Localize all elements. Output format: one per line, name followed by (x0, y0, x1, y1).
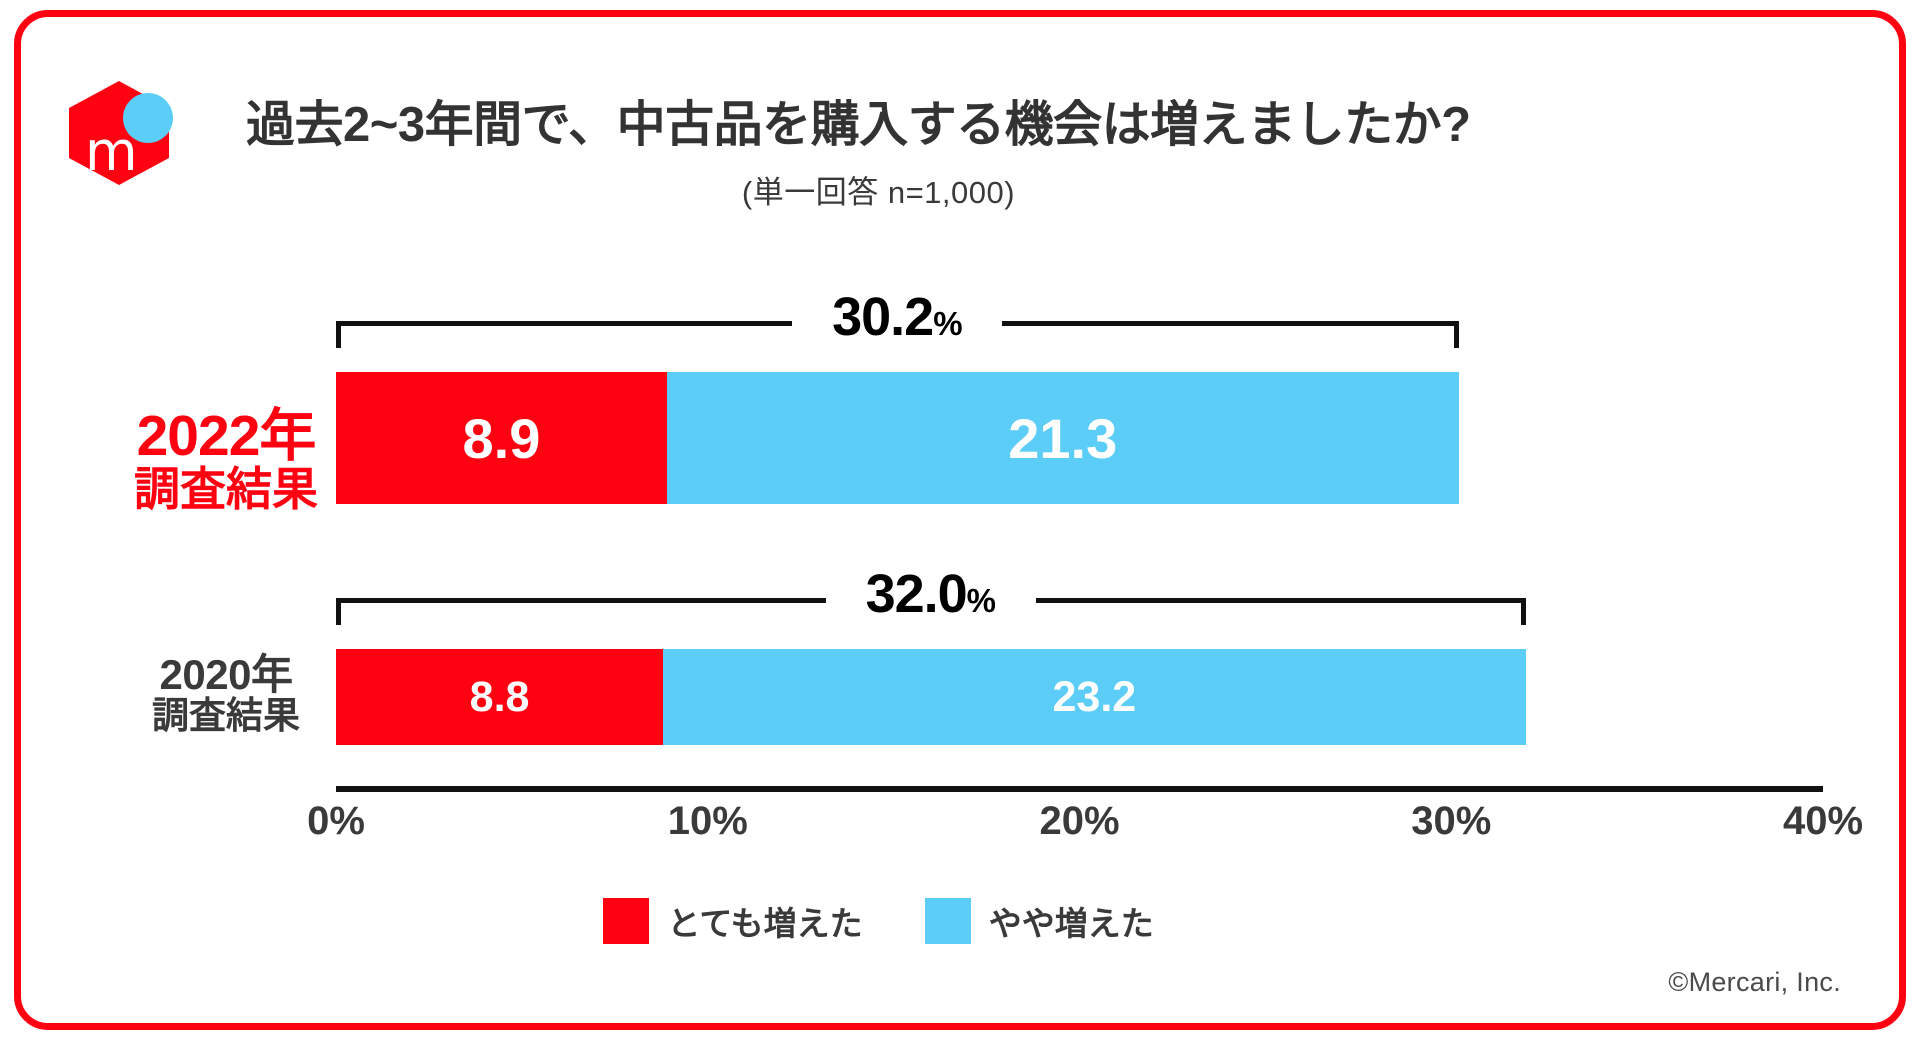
mercari-logo: m (69, 75, 173, 187)
chart-subtitle: (単一回答 n=1,000) (741, 175, 1016, 210)
bracket-line-left-2020 (336, 598, 826, 603)
total-unit-2020: % (966, 582, 997, 619)
bracket-tick-right-2020 (1520, 598, 1526, 625)
total-label-2020: 32.0% (761, 567, 1101, 621)
legend-label-1: やや増えた (988, 905, 1154, 942)
logo-dot-icon (123, 93, 173, 143)
legend-swatch-icon-0 (603, 898, 650, 944)
bracket-line-right-2022 (1002, 321, 1459, 326)
legend-item-1[interactable]: やや増えた (924, 897, 1154, 945)
chart-plot-area: 2022年 調査結果 30.2% 8.9 21.3 2020年 調査結果 32.… (21, 17, 1899, 1023)
row-label-2022: 2022年 調査結果 (91, 404, 361, 516)
x-tick-label-30: 30% (1411, 799, 1492, 843)
legend-label-0: とても増えた (667, 905, 863, 942)
bracket-tick-left-2020 (336, 598, 341, 625)
row-label-2022-year: 2022年 (136, 404, 317, 468)
row-label-2020: 2020年 調査結果 (91, 653, 361, 735)
copyright-notice: ©Mercari, Inc. (1668, 967, 1841, 997)
total-unit-2022: % (933, 305, 963, 342)
legend-swatch-icon-1 (924, 898, 971, 944)
page-title: 過去2~3年間で、中古品を購入する機会は増えましたか? (246, 98, 1471, 152)
bracket-line-left-2022 (336, 321, 793, 326)
bar-segment-2022-yaya: 21.3 (666, 372, 1459, 504)
total-label-2022: 30.2% (727, 290, 1067, 344)
chart-legend: とても増えた やや増えた (21, 897, 1736, 945)
legend-item-0[interactable]: とても増えた (603, 897, 863, 945)
bracket-line-right-2020 (1035, 598, 1526, 603)
total-value-2020: 32.0 (865, 564, 968, 624)
chart-card: m 過去2~3年間で、中古品を購入する機会は増えましたか? (単一回答 n=1,… (14, 10, 1906, 1030)
bar-segment-2020-yaya: 23.2 (663, 649, 1526, 745)
row-label-2020-caption: 調査結果 (152, 694, 300, 736)
bracket-tick-right-2022 (1453, 321, 1459, 348)
bracket-tick-left-2022 (336, 321, 341, 348)
bar-segment-2020-totemo: 8.8 (336, 649, 664, 745)
total-value-2022: 30.2 (832, 287, 934, 347)
x-tick-label-40: 40% (1782, 799, 1864, 843)
x-tick-label-10: 10% (667, 799, 748, 843)
row-label-2020-year: 2020年 (159, 651, 293, 698)
x-axis-line (336, 786, 1823, 792)
x-tick-label-20: 20% (1039, 799, 1120, 843)
chart-header: m 過去2~3年間で、中古品を購入する機会は増えましたか? (単一回答 n=1,… (21, 57, 1899, 210)
x-tick-label-0: 0% (307, 799, 365, 843)
row-label-2022-caption: 調査結果 (134, 463, 318, 516)
bar-segment-2022-totemo: 8.9 (336, 372, 667, 504)
